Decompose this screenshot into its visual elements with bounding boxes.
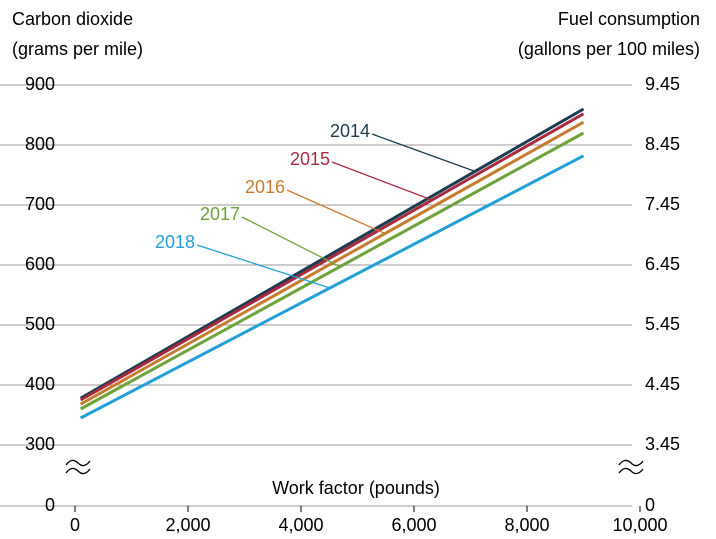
series-label: 2018 bbox=[155, 232, 195, 252]
y-tick-label: 0 bbox=[45, 495, 55, 515]
series-label: 2017 bbox=[200, 204, 240, 224]
y2-tick-label: 4.45 bbox=[645, 374, 680, 394]
leader-line bbox=[371, 133, 476, 173]
x-tick-label: 0 bbox=[70, 515, 80, 535]
y-axis-title: Carbon dioxide bbox=[12, 9, 133, 29]
leader-line bbox=[286, 189, 386, 235]
y-tick-label: 300 bbox=[25, 434, 55, 454]
x-tick-label: 10,000 bbox=[612, 515, 667, 535]
y-tick-label: 700 bbox=[25, 194, 55, 214]
y2-axis-title: (gallons per 100 miles) bbox=[518, 39, 700, 59]
x-tick-label: 4,000 bbox=[278, 515, 323, 535]
series-line bbox=[79, 107, 585, 400]
y-tick-label: 900 bbox=[25, 74, 55, 94]
y-tick-label: 600 bbox=[25, 254, 55, 274]
y2-tick-label: 7.45 bbox=[645, 194, 680, 214]
y2-tick-label: 0 bbox=[645, 495, 655, 515]
series-label: 2015 bbox=[290, 149, 330, 169]
axis-break bbox=[65, 467, 91, 475]
y2-tick-label: 5.45 bbox=[645, 314, 680, 334]
series-label: 2014 bbox=[330, 121, 370, 141]
series-line bbox=[79, 112, 585, 402]
axis-break bbox=[65, 459, 91, 467]
axis-break bbox=[618, 467, 644, 475]
series-label: 2016 bbox=[245, 177, 285, 197]
series-line bbox=[79, 154, 585, 420]
y2-tick-label: 3.45 bbox=[645, 434, 680, 454]
y-tick-label: 500 bbox=[25, 314, 55, 334]
axis-break bbox=[618, 459, 644, 467]
y-tick-label: 800 bbox=[25, 134, 55, 154]
leader-line bbox=[196, 244, 331, 289]
x-tick-label: 2,000 bbox=[165, 515, 210, 535]
y2-axis-title: Fuel consumption bbox=[558, 9, 700, 29]
leader-line bbox=[241, 216, 341, 268]
y2-tick-label: 8.45 bbox=[645, 134, 680, 154]
x-tick-label: 8,000 bbox=[504, 515, 549, 535]
x-axis-title: Work factor (pounds) bbox=[272, 478, 440, 498]
y-axis-title: (grams per mile) bbox=[12, 39, 143, 59]
y2-tick-label: 9.45 bbox=[645, 74, 680, 94]
x-tick-label: 6,000 bbox=[391, 515, 436, 535]
series-line bbox=[79, 131, 585, 411]
y2-tick-label: 6.45 bbox=[645, 254, 680, 274]
y-tick-label: 400 bbox=[25, 374, 55, 394]
leader-line bbox=[331, 161, 433, 201]
